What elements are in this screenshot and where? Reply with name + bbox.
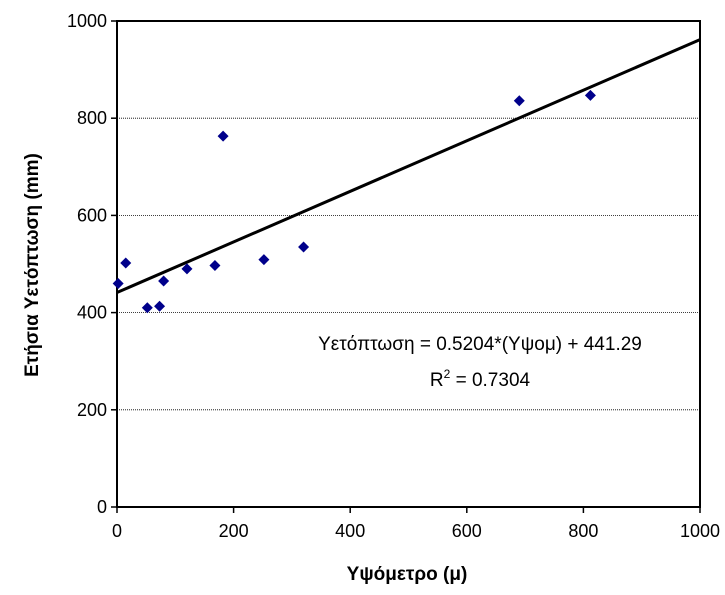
y-tick-label: 800 — [77, 108, 107, 128]
r-squared-exponent: 2 — [444, 367, 451, 381]
x-tick-label: 1000 — [680, 521, 720, 541]
x-tick-label: 0 — [112, 521, 122, 541]
data-point — [258, 254, 270, 266]
data-point — [217, 130, 229, 142]
x-tick-label: 200 — [219, 521, 249, 541]
trendline-equation: Υετόπτωση = 0.5204*(Υψομ) + 441.29 — [318, 334, 642, 355]
x-tick-label: 400 — [335, 521, 365, 541]
r-squared-symbol: R — [430, 370, 444, 391]
data-point — [298, 241, 310, 253]
data-point — [513, 95, 525, 107]
data-points — [112, 89, 596, 314]
axis-ticks: 0 200 400 600 800 1000 0 200 400 600 800 1000 — [67, 11, 720, 541]
data-point — [181, 263, 193, 275]
y-tick-label: 200 — [77, 400, 107, 420]
r-squared-value: = 0.7304 — [450, 370, 530, 391]
trendline — [116, 38, 701, 294]
data-point — [141, 302, 153, 314]
y-tick-label: 400 — [77, 303, 107, 323]
x-tick-label: 600 — [452, 521, 482, 541]
r-squared-label: R2 = 0.7304 — [430, 367, 531, 391]
data-point — [112, 277, 124, 289]
data-point — [154, 300, 166, 312]
y-tick-label: 600 — [77, 205, 107, 225]
y-tick-label: 1000 — [67, 11, 107, 31]
data-point — [584, 89, 596, 101]
data-point — [209, 259, 221, 271]
x-tick-label: 800 — [568, 521, 598, 541]
data-point — [120, 257, 132, 269]
gridlines — [117, 117, 700, 411]
x-axis-title: Υψόμετρο (μ) — [347, 564, 468, 585]
y-axis-title: Ετήσια Υετόπτωση (mm) — [22, 153, 43, 377]
data-point — [158, 275, 170, 287]
plot-area-frame — [116, 20, 701, 508]
y-tick-label: 0 — [97, 497, 107, 517]
